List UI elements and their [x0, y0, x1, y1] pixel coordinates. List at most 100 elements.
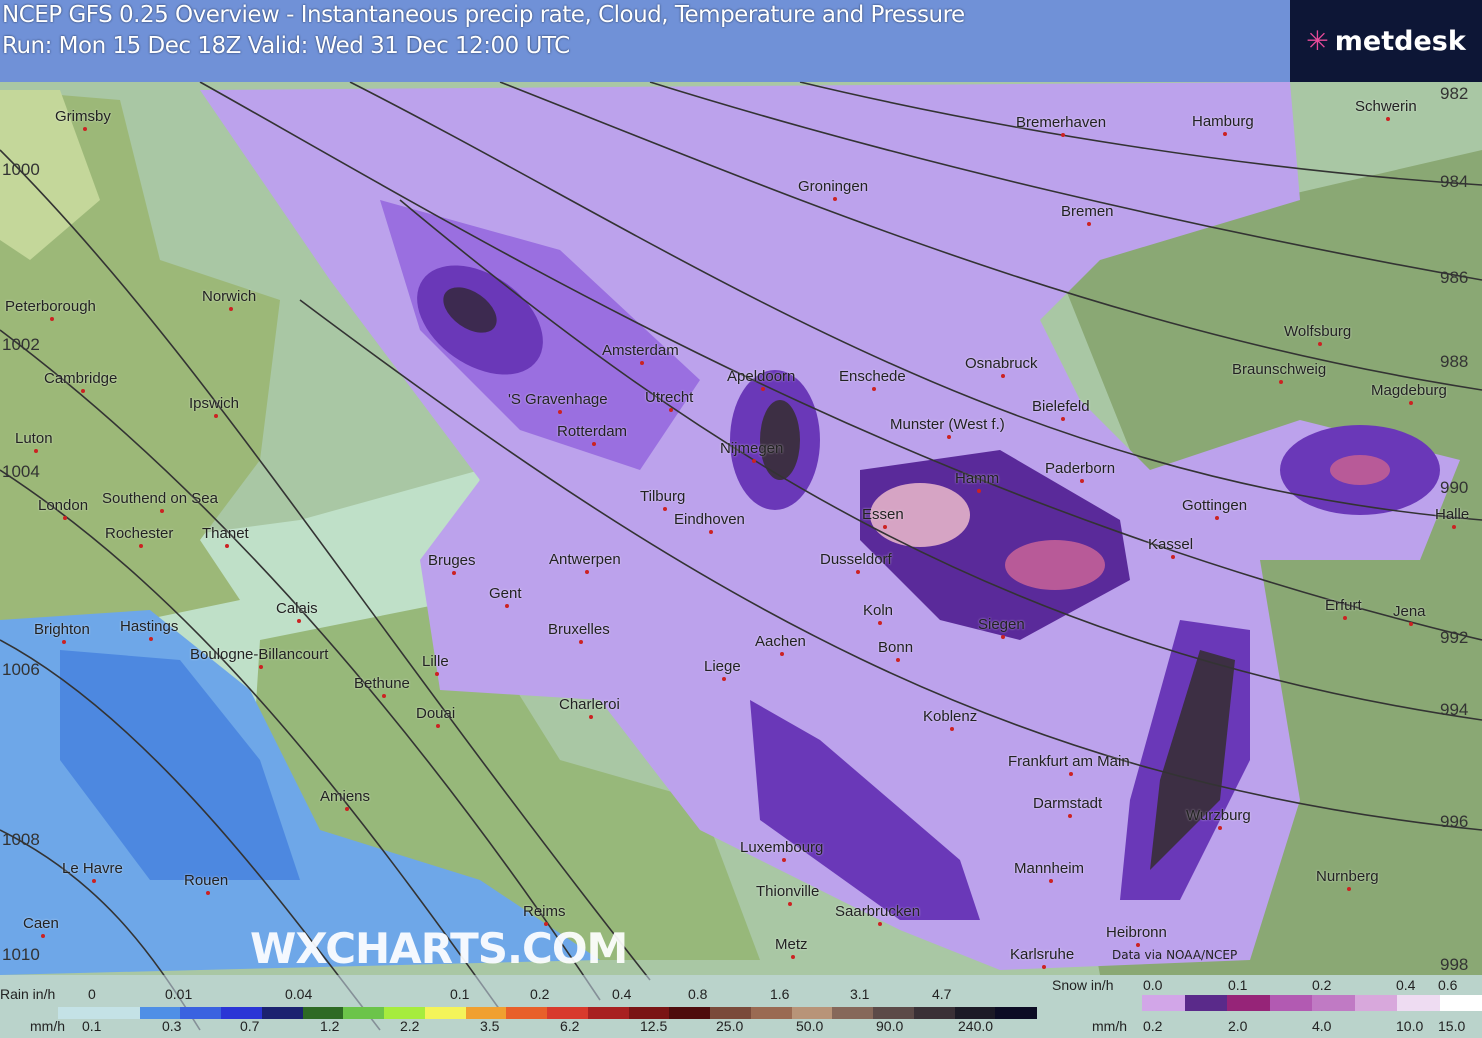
rain-in-label: Rain in/h	[0, 986, 56, 1002]
isobar-label: 982	[1440, 84, 1469, 103]
isobar-label: 1004	[2, 462, 40, 481]
rain-color-swatch	[465, 1007, 508, 1019]
snow-color-swatch	[1184, 995, 1228, 1011]
city-label: Osnabruck	[965, 355, 1038, 378]
city-label: Grimsby	[55, 108, 111, 131]
rain-mm-tick: 240.0	[958, 1018, 994, 1034]
rain-in-tick: 0.2	[530, 986, 550, 1002]
snow-mm-label: mm/h	[1092, 1018, 1127, 1034]
city-label: Dusseldorf	[820, 551, 892, 574]
rain-color-swatch	[832, 1007, 874, 1019]
city-label: Koblenz	[923, 708, 978, 731]
city-label: Gent	[489, 585, 522, 608]
rain-mm-label: mm/h	[30, 1018, 65, 1034]
rain-color-swatch	[343, 1007, 385, 1019]
city-label: Ipswich	[189, 395, 240, 418]
city-label: Essen	[862, 506, 904, 529]
city-label: Rotterdam	[557, 423, 628, 446]
snow-color-swatch	[1312, 995, 1356, 1011]
rain-color-swatch	[628, 1007, 671, 1019]
snow-color-swatch	[1227, 995, 1271, 1011]
city-label: Norwich	[202, 288, 257, 311]
city-label: Thionville	[756, 883, 820, 906]
isobar-label: 1008	[2, 830, 40, 849]
isobar-label: 996	[1440, 812, 1469, 831]
city-label: Douai	[416, 705, 456, 728]
rain-mm-tick: 0.3	[162, 1018, 182, 1034]
city-label: Braunschweig	[1232, 361, 1327, 384]
snow-in-tick: 0.4	[1396, 977, 1416, 993]
uk-land	[0, 90, 280, 650]
city-label: Koln	[863, 602, 894, 625]
isobar-label: 998	[1440, 955, 1469, 974]
rain-color-swatch	[995, 1007, 1037, 1019]
rain-color-swatch	[261, 1007, 304, 1019]
rain-in-tick: 4.7	[932, 986, 952, 1002]
city-label: London	[38, 497, 89, 520]
rain-mm-tick: 25.0	[716, 1018, 744, 1034]
city-label: Boulogne-Billancourt	[190, 646, 329, 669]
city-label: Heibronn	[1106, 924, 1167, 947]
rain-mm-tick: 0.1	[82, 1018, 102, 1034]
rain-color-swatch	[98, 1007, 141, 1019]
legend: Rain in/h mm/h Snow in/h mm/h 0 0.01 0.04 0…	[0, 975, 1482, 1038]
snow-in-tick: 0.6	[1438, 977, 1458, 993]
map-header: NCEP GFS 0.25 Overview - Instantaneous p…	[0, 0, 1290, 82]
rain-mm-tick: 50.0	[796, 1018, 824, 1034]
city-label: Brighton	[34, 621, 90, 644]
rain-in-tick: 0.04	[285, 986, 313, 1002]
snow-mm-tick: 10.0	[1396, 1018, 1424, 1034]
rain-color-swatch	[302, 1007, 345, 1019]
city-label: Luxembourg	[740, 839, 824, 862]
rain-color-swatch	[913, 1007, 956, 1019]
rain-mm-tick: 3.5	[480, 1018, 500, 1034]
rain-color-swatch	[139, 1007, 182, 1019]
snow-color-swatch	[1354, 995, 1398, 1011]
city-label: Frankfurt am Main	[1008, 753, 1130, 776]
city-label: Gottingen	[1182, 497, 1248, 520]
city-label: Amiens	[320, 788, 371, 811]
city-label: Bremerhaven	[1016, 114, 1107, 137]
watermark: WXCHARTS.COM	[250, 924, 628, 973]
city-label: Karlsruhe	[1010, 946, 1075, 969]
city-label: Groningen	[798, 178, 869, 201]
city-label: Peterborough	[5, 298, 96, 321]
rain-color-swatch	[587, 1007, 630, 1019]
city-label: Schwerin	[1355, 98, 1417, 121]
rain-mm-tick: 2.2	[400, 1018, 420, 1034]
rain-color-swatch	[750, 1007, 793, 1019]
city-label: Bethune	[354, 675, 410, 698]
isobar-label: 990	[1440, 478, 1469, 497]
city-label: Nijmegen	[720, 440, 784, 463]
rain-mm-tick: 1.2	[320, 1018, 340, 1034]
snow-color-swatch	[1397, 995, 1441, 1011]
city-label: Thanet	[202, 525, 249, 548]
snow-color-swatch	[1142, 995, 1186, 1011]
snow-color-swatch	[1439, 995, 1482, 1011]
city-label: Hastings	[120, 618, 179, 641]
city-label: Rouen	[184, 872, 229, 895]
metdesk-logo: ✳ metdesk	[1290, 0, 1482, 82]
rain-mm-tick: 90.0	[876, 1018, 904, 1034]
city-label: Lille	[422, 653, 449, 676]
city-label: Bonn	[878, 639, 914, 662]
snow-mm-tick: 2.0	[1228, 1018, 1248, 1034]
city-label: Aachen	[755, 633, 806, 656]
rain-color-swatch	[710, 1007, 752, 1019]
rain-in-tick: 3.1	[850, 986, 870, 1002]
rain-mm-tick: 12.5	[640, 1018, 668, 1034]
city-label: Luton	[15, 430, 53, 453]
city-label: Wolfsburg	[1284, 323, 1352, 346]
city-label: Caen	[23, 915, 59, 938]
city-label: Halle	[1435, 506, 1470, 529]
logo-text: metdesk	[1334, 25, 1466, 57]
snow-in-tick: 0.2	[1312, 977, 1332, 993]
snow-mm-tick: 15.0	[1438, 1018, 1466, 1034]
isobar-label: 986	[1440, 268, 1469, 287]
rain-color-swatch	[873, 1007, 915, 1019]
city-label: Tilburg	[640, 488, 686, 511]
rain-in-tick: 0.1	[450, 986, 470, 1002]
city-label: Erfurt	[1325, 597, 1362, 620]
rain-in-tick: 1.6	[770, 986, 790, 1002]
city-label: Magdeburg	[1371, 382, 1447, 405]
